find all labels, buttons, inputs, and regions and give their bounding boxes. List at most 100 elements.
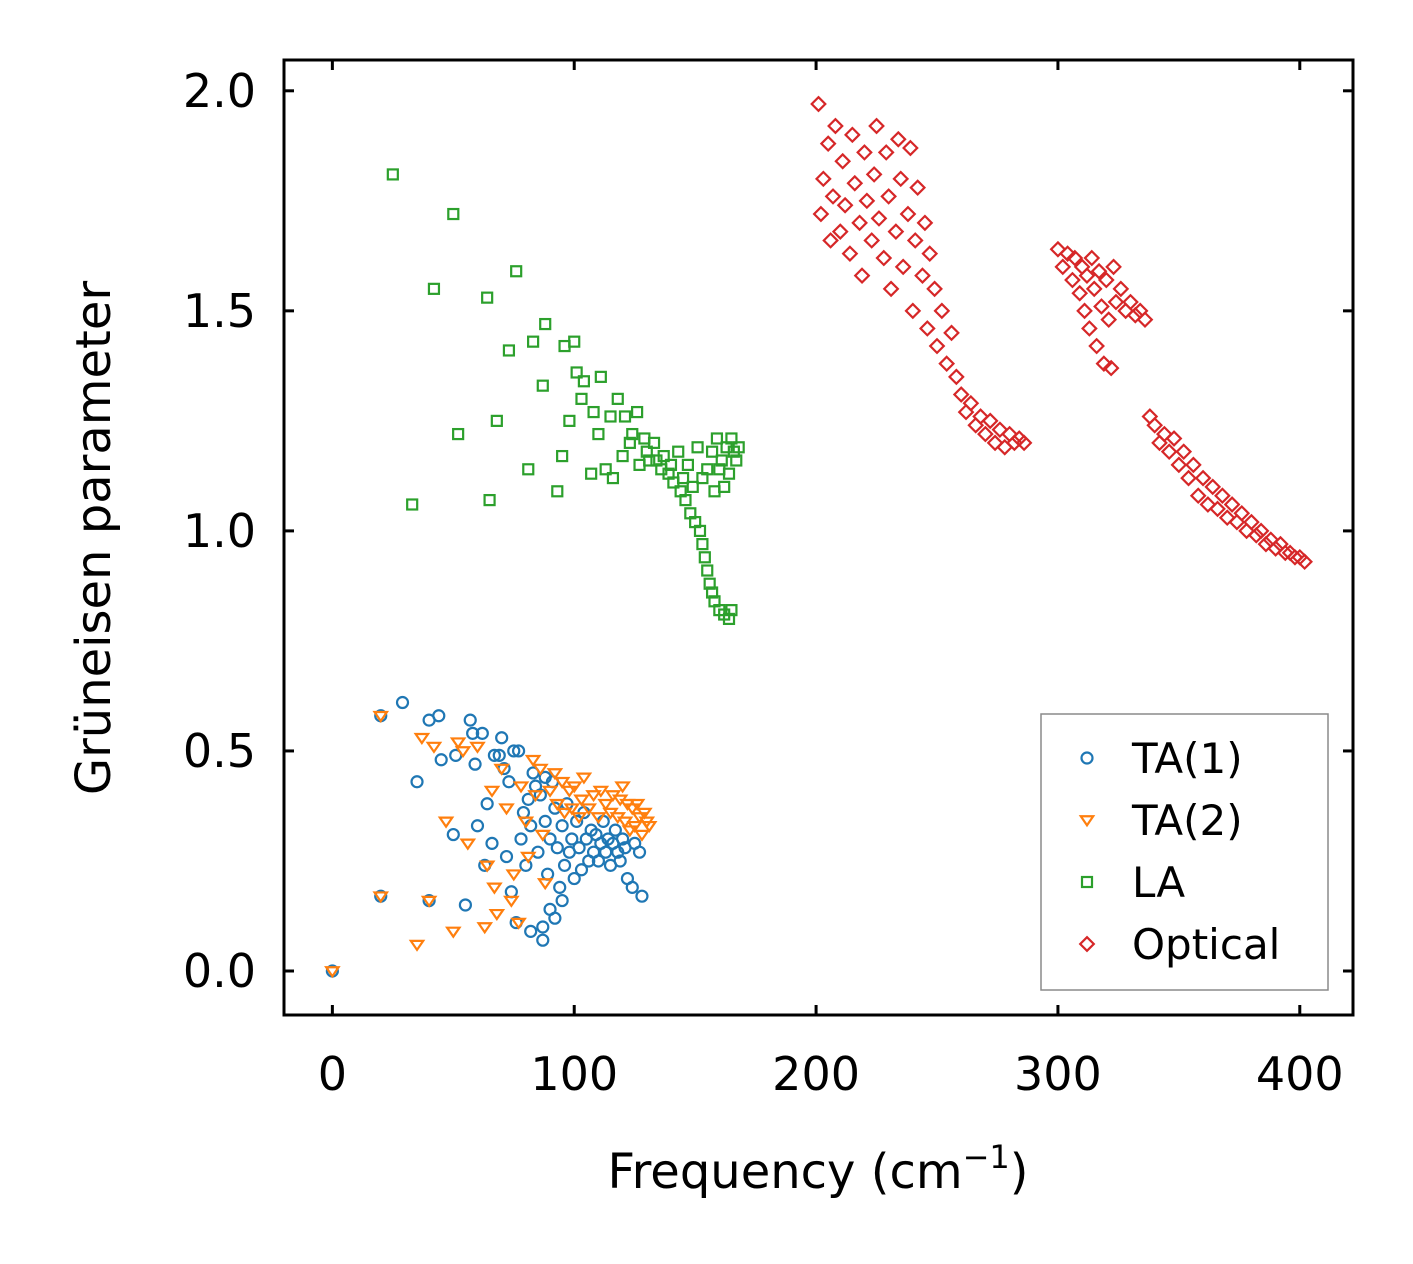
data-point-la xyxy=(701,564,714,577)
data-point-optical xyxy=(1081,320,1098,337)
plot-frame xyxy=(282,58,1355,1017)
legend-item-optical: Optical xyxy=(1078,920,1280,969)
data-point-optical xyxy=(981,412,999,430)
data-point-optical xyxy=(1209,500,1226,518)
data-point-la xyxy=(481,291,494,304)
data-point-optical xyxy=(1097,271,1115,289)
data-point-la xyxy=(556,449,569,463)
data-point-ta-2 xyxy=(573,794,590,807)
data-point-optical xyxy=(819,135,837,152)
series-ta-2 xyxy=(324,710,658,979)
data-point-ta-1 xyxy=(572,841,586,855)
data-point-ta-2 xyxy=(541,785,559,798)
data-point-la xyxy=(698,551,711,564)
data-point-la xyxy=(722,467,736,480)
data-point-optical xyxy=(1267,540,1284,557)
data-point-ta-2 xyxy=(454,746,472,759)
data-point-optical xyxy=(916,214,934,232)
data-point-ta-2 xyxy=(420,895,438,908)
axis-ticks: 0 100 200 300 400 0.0 0.5 1.0 1.5 2.0 xyxy=(183,60,1353,1101)
data-point-la xyxy=(570,366,583,379)
data-point-optical xyxy=(902,139,919,157)
data-point-ta-2 xyxy=(372,891,390,904)
data-point-ta-1 xyxy=(499,849,514,864)
data-point-ta-1 xyxy=(533,788,547,802)
plot-marks xyxy=(324,95,1313,979)
legend-items: TA(1) TA(2) LA Optical xyxy=(1078,734,1280,969)
data-point-la xyxy=(599,463,612,476)
data-point-la xyxy=(623,436,636,449)
data-point-optical xyxy=(1131,302,1149,320)
data-point-optical xyxy=(948,368,965,386)
data-point-ta-1 xyxy=(567,871,581,886)
data-point-ta-2 xyxy=(565,781,583,794)
data-point-optical xyxy=(853,267,871,285)
data-point-ta-2 xyxy=(563,803,581,816)
data-point-ta-2 xyxy=(527,790,544,803)
data-point-ta-2 xyxy=(590,812,607,825)
data-point-optical xyxy=(892,170,910,188)
x-tick-label: 0 xyxy=(318,1047,347,1101)
data-point-optical xyxy=(952,386,970,403)
data-point-ta-2 xyxy=(633,829,651,842)
data-point-optical xyxy=(870,210,888,227)
data-point-optical xyxy=(882,280,900,298)
data-point-la xyxy=(585,467,598,480)
data-point-ta-2 xyxy=(408,939,426,952)
legend-item-la: LA xyxy=(1080,858,1185,907)
data-point-la xyxy=(587,405,600,419)
data-point-optical xyxy=(834,152,852,170)
data-point-optical xyxy=(1247,526,1265,544)
x-axis-title-close: ) xyxy=(1010,1144,1029,1200)
data-point-optical xyxy=(1107,293,1125,311)
series-la xyxy=(386,168,745,626)
data-point-optical xyxy=(1071,284,1089,302)
data-point-optical xyxy=(1170,456,1188,474)
data-point-optical xyxy=(1093,298,1110,315)
x-axis-title-main: Frequency (cm xyxy=(607,1144,962,1200)
data-point-optical xyxy=(827,117,844,135)
data-point-ta-1 xyxy=(432,709,446,723)
legend-marker-ta-1 xyxy=(1080,751,1094,765)
data-point-ta-2 xyxy=(437,816,455,829)
data-point-la xyxy=(643,454,656,467)
data-point-ta-2 xyxy=(488,908,506,921)
legend-label: TA(2) xyxy=(1131,796,1243,845)
x-tick-label: 300 xyxy=(1014,1047,1102,1101)
data-point-optical xyxy=(1141,408,1159,425)
data-point-optical xyxy=(814,170,832,188)
data-point-la xyxy=(539,317,552,331)
data-point-ta-2 xyxy=(445,926,462,939)
data-point-ta-1 xyxy=(565,832,579,846)
data-point-la xyxy=(701,463,714,476)
data-point-ta-1 xyxy=(516,805,531,820)
y-tick-label: 1.0 xyxy=(183,504,256,558)
data-point-ta-2 xyxy=(505,869,523,882)
data-point-optical xyxy=(918,320,936,337)
data-point-optical xyxy=(889,130,907,148)
data-point-optical xyxy=(962,394,980,412)
legend-marker-optical xyxy=(1078,935,1096,953)
data-point-la xyxy=(710,432,724,445)
data-point-ta-1 xyxy=(574,863,589,877)
data-point-la xyxy=(691,441,704,454)
data-point-ta-2 xyxy=(449,737,467,750)
data-point-ta-2 xyxy=(486,882,503,895)
data-point-la xyxy=(563,414,576,427)
data-point-optical xyxy=(875,249,893,267)
data-point-optical xyxy=(1204,478,1222,496)
data-point-la xyxy=(657,449,670,463)
data-point-ta-2 xyxy=(519,851,537,864)
data-point-la xyxy=(427,282,441,295)
data-point-optical xyxy=(1257,535,1275,553)
data-point-ta-2 xyxy=(580,803,598,816)
data-point-la xyxy=(604,410,617,423)
data-point-la xyxy=(536,379,549,392)
data-point-ta-1 xyxy=(613,854,627,868)
data-point-ta-2 xyxy=(324,966,341,979)
data-point-ta-2 xyxy=(570,812,588,825)
series-ta-1 xyxy=(325,695,649,978)
data-point-optical xyxy=(1076,302,1093,320)
data-point-la xyxy=(618,410,632,423)
